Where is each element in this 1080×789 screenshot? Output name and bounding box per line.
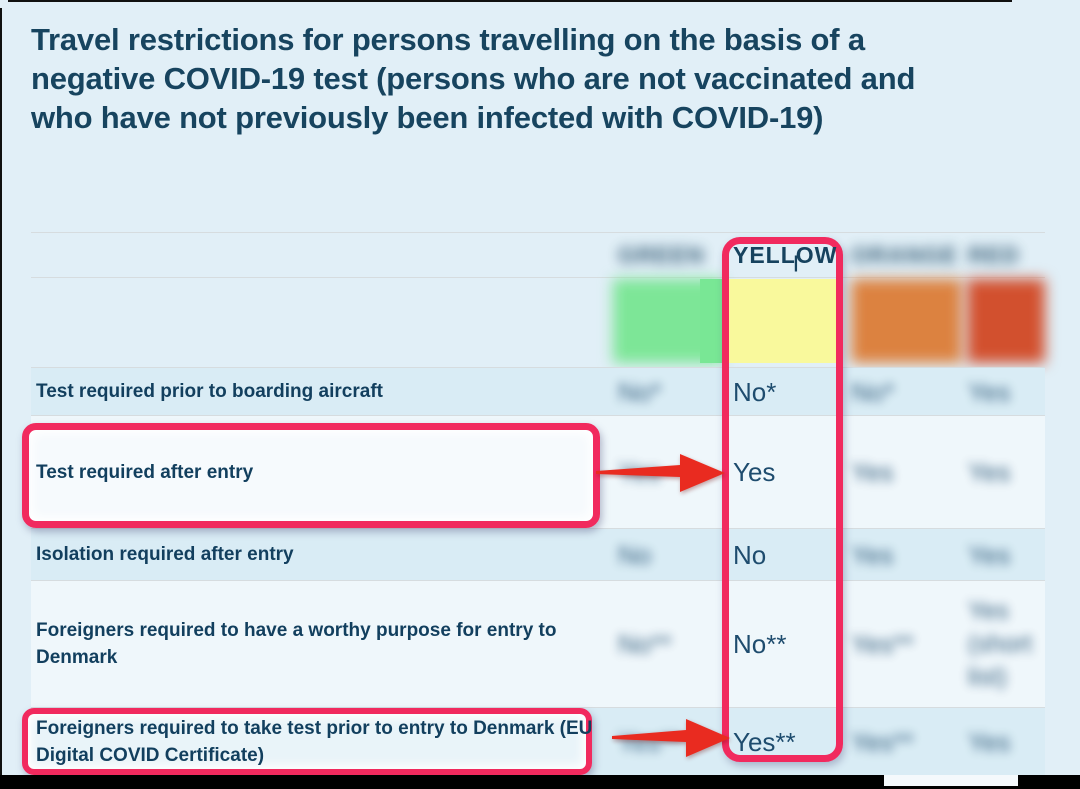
arrow-annotation-row2 [596,449,728,497]
row-label: Test required prior to boarding aircraft [36,381,383,402]
highlight-box-test-prior-entry [22,708,592,775]
swatch-cell-red [960,278,1045,367]
table-row-test-after-entry: Test required after entry Yes Yes Yes Ye… [31,415,1045,528]
column-header-orange: ORANGE [851,241,958,268]
column-header-red: RED [968,241,1020,268]
row-label: Foreigners required to take test prior t… [36,717,593,766]
cell-red: Yes [968,539,1011,570]
letterbox-notch [884,775,1018,786]
arrow-annotation-row5 [612,714,732,762]
cell-orange: No* [851,376,895,407]
orange-swatch [851,279,962,363]
table-row-isolation-after-entry: Isolation required after entry No No Yes… [31,528,1045,580]
swatch-cell-yellow [725,278,843,367]
red-swatch [967,279,1045,363]
page-title: Travel restrictions for persons travelli… [31,20,1041,137]
cell-orange: Yes** [851,629,914,659]
yellow-swatch [728,279,841,363]
letterbox-bar [0,775,1080,789]
table-row-test-before-boarding: Test required prior to boarding aircraft… [31,367,1045,415]
header-empty-cell [31,233,610,277]
cell-yellow: No** [733,629,787,659]
cell-red: Yes [968,376,1011,407]
cell-yellow: No [733,539,767,570]
cell-red: Yes [968,726,1011,757]
green-swatch-sharp-strip [700,279,723,363]
swatch-cell-green [610,278,725,367]
row-label: Isolation required after entry [36,544,294,565]
cell-green: No** [618,629,672,659]
cell-green: No* [618,376,662,407]
cell-yellow: Yes** [733,726,796,757]
cell-red: Yes [968,457,1011,487]
highlight-box-yellow-column [722,237,843,762]
color-swatch-row [31,277,1045,367]
window-top-border [8,0,1012,2]
table-row-test-prior-entry-certificate: Foreigners required to take test prior t… [31,707,1045,775]
row-label: Test required after entry [36,461,254,483]
table-row-worthy-purpose: Foreigners required to have a worthy pur… [31,580,1045,707]
cell-red: Yes (short list) [968,596,1032,691]
row-label: Foreigners required to have a worthy pur… [36,620,557,668]
cell-orange: Yes** [851,726,914,757]
window-left-border [0,8,2,775]
page-title-line: who have not previously been infected wi… [31,100,824,135]
restrictions-table: GREEN GREEN YELLOW ORANGE RED [31,232,1045,775]
cell-yellow: Yes [733,457,776,487]
cell-orange: Yes [851,539,894,570]
page-title-line: negative COVID-19 test (persons who are … [31,61,916,96]
swatch-cell-orange [843,278,962,367]
highlight-box-test-after-entry [22,423,600,528]
cell-yellow: No* [733,376,777,407]
table-header-row: GREEN GREEN YELLOW ORANGE RED [31,232,1045,277]
page-title-line: Travel restrictions for persons travelli… [31,22,865,57]
swatch-empty-cell [31,278,610,367]
cell-green: No [618,539,652,570]
cell-orange: Yes [851,457,894,487]
column-header-green: GREEN GREEN [618,241,800,277]
column-header-yellow: YELLOW [733,241,838,268]
